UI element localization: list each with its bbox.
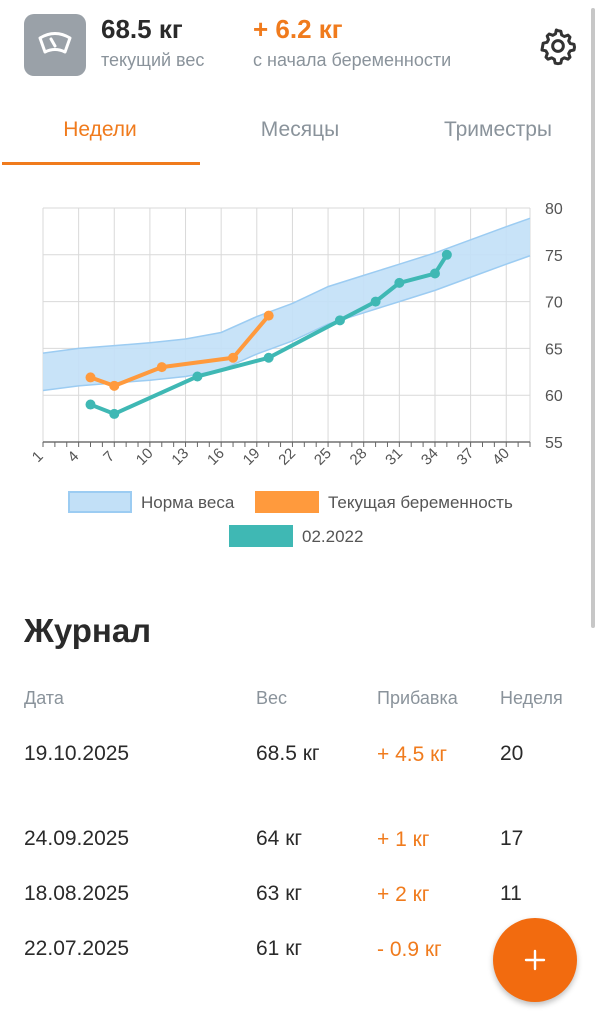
norm-band (42, 217, 531, 392)
data-point-1 (370, 296, 381, 307)
active-tab-indicator (2, 162, 200, 165)
row-gain: + 2 кг (377, 883, 430, 906)
x-tick-label: 28 (347, 445, 371, 469)
x-tick-label: 4 (64, 448, 82, 466)
x-tick-label: 40 (489, 445, 513, 469)
y-tick-label: 60 (545, 388, 563, 405)
legend-swatch (68, 491, 132, 513)
scale-icon (38, 32, 72, 54)
x-tick-label: 10 (133, 445, 157, 469)
row-weight: 68.5 кг (256, 742, 320, 765)
weight-chart: 1 4 7 10 13 16 19 22 25 28 31 34 37 40 55 60 65 70 75 80 Н… (29, 201, 563, 547)
column-header-date: Дата (24, 688, 64, 708)
data-point-1 (334, 315, 345, 326)
total-gain-label: с начала беременности (253, 50, 452, 70)
x-tick-label: 16 (204, 445, 228, 469)
y-tick-label: 65 (545, 341, 563, 358)
tab-months[interactable]: Месяцы (260, 118, 340, 141)
column-header-weight: Вес (256, 688, 288, 708)
x-tick-label: 19 (240, 445, 264, 469)
row-date: 24.09.2025 (24, 827, 130, 850)
legend-label: 02.2022 (302, 527, 363, 546)
x-tick-labels: 1 4 7 10 13 16 19 22 25 28 31 34 37 40 (29, 445, 513, 469)
add-weight-button[interactable] (493, 918, 577, 1002)
row-weight: 61 кг (256, 937, 303, 960)
gear-icon[interactable] (538, 26, 578, 66)
row-weight: 63 кг (256, 882, 303, 905)
data-point-0 (156, 362, 167, 373)
x-tick-label: 34 (418, 445, 442, 469)
row-gain: + 4.5 кг (377, 743, 447, 766)
total-gain-value: + 6.2 кг (253, 14, 343, 44)
tab-trimesters[interactable]: Триместры (443, 118, 553, 141)
row-gain: - 0.9 кг (377, 938, 442, 961)
chart-legend: Норма веса Текущая беременность 02.2022 (68, 491, 513, 547)
x-tick-label: 22 (275, 445, 299, 469)
legend-swatch (255, 491, 319, 513)
x-tick-label: 7 (100, 448, 118, 466)
y-tick-labels: 55 60 65 70 75 80 (545, 201, 563, 452)
plus-icon (524, 949, 546, 971)
x-tick-label: 1 (29, 448, 47, 466)
journal-title: Журнал (24, 612, 152, 649)
row-week: 20 (500, 742, 524, 765)
y-tick-label: 70 (545, 295, 563, 312)
data-point-1 (394, 277, 405, 288)
row-gain: + 1 кг (377, 828, 430, 851)
data-point-0 (109, 380, 120, 391)
legend-swatch (229, 525, 293, 547)
data-point-1 (429, 268, 440, 279)
data-point-1 (441, 249, 452, 260)
data-point-1 (192, 371, 203, 382)
data-point-0 (263, 310, 274, 321)
row-date: 19.10.2025 (24, 742, 130, 765)
row-week: 11 (500, 882, 522, 905)
summary-header: 68.5 кг текущий вес + 6.2 кг с начала бе… (0, 0, 600, 100)
legend-label: Текущая беременность (328, 493, 513, 512)
y-tick-label: 80 (545, 201, 563, 218)
data-point-0 (228, 352, 239, 363)
legend-label: Норма веса (141, 493, 235, 512)
x-tick-label: 31 (382, 445, 406, 469)
column-header-week: Неделя (500, 688, 563, 708)
y-tick-label: 75 (545, 248, 563, 265)
column-header-gain: Прибавка (377, 688, 458, 708)
scrollbar[interactable] (591, 8, 595, 628)
x-tick-label: 37 (454, 445, 478, 469)
row-date: 18.08.2025 (24, 882, 130, 905)
x-tick-label: 25 (311, 445, 335, 469)
row-week: 17 (500, 827, 524, 850)
row-date: 22.07.2025 (24, 937, 130, 960)
tab-weeks[interactable]: Недели (63, 118, 137, 141)
period-tabs: Недели Месяцы Триместры (0, 104, 600, 166)
data-point-1 (85, 399, 96, 410)
scale-button[interactable] (24, 14, 86, 76)
norm-band-upper (42, 217, 531, 354)
current-weight-value: 68.5 кг (101, 14, 183, 44)
current-weight-label: текущий вес (101, 50, 205, 70)
data-point-0 (85, 372, 96, 383)
data-point-1 (263, 352, 274, 363)
data-point-1 (109, 408, 120, 419)
row-weight: 64 кг (256, 827, 303, 850)
chart-series (85, 249, 452, 419)
y-tick-label: 55 (545, 435, 563, 452)
x-tick-label: 13 (168, 445, 192, 469)
